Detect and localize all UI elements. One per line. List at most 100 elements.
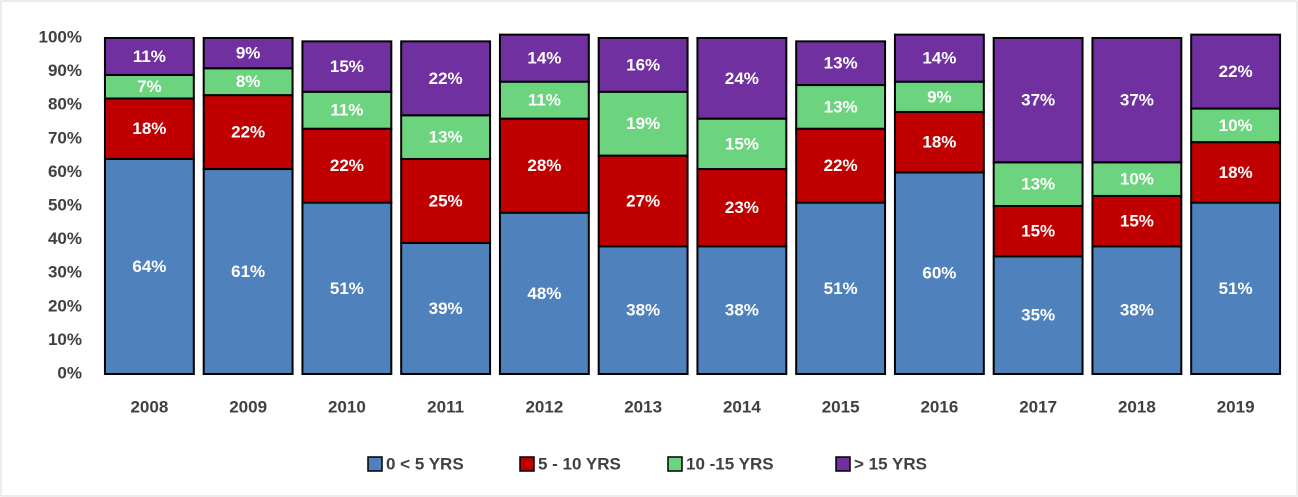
x-tick-label: 2016 [920, 397, 958, 416]
data-label: 24% [725, 69, 759, 88]
data-label: 10% [1219, 116, 1253, 135]
data-label: 15% [1021, 222, 1055, 241]
bar-segment [992, 37, 1084, 164]
data-label: 25% [429, 191, 463, 210]
data-label: 18% [132, 119, 166, 138]
data-label: 15% [1120, 212, 1154, 231]
data-label: 22% [429, 69, 463, 88]
y-tick-label: 20% [48, 296, 82, 315]
bar-segment [498, 80, 590, 120]
x-tick-label: 2019 [1217, 397, 1255, 416]
data-label: 22% [1219, 62, 1253, 81]
y-tick-label: 30% [48, 263, 82, 282]
data-label: 7% [137, 77, 162, 96]
data-label: 38% [1120, 301, 1154, 320]
data-label: 37% [1021, 91, 1055, 110]
x-tick-label: 2010 [328, 397, 366, 416]
data-label: 22% [231, 123, 265, 142]
data-label: 60% [922, 264, 956, 283]
bar-segment [795, 201, 887, 375]
bar-segment [992, 205, 1084, 258]
bar-segment [696, 37, 788, 120]
legend-label: 0 < 5 YRS [386, 454, 464, 473]
x-tick-label: 2012 [525, 397, 563, 416]
legend-label: > 15 YRS [854, 454, 927, 473]
bar-segment [301, 201, 393, 375]
data-label: 9% [927, 87, 952, 106]
y-tick-label: 90% [48, 61, 82, 80]
bar-segment [103, 37, 195, 76]
data-label: 16% [626, 55, 660, 74]
data-label: 13% [824, 54, 858, 73]
data-label: 13% [1021, 175, 1055, 194]
x-tick-label: 2018 [1118, 397, 1156, 416]
bar-segment [597, 154, 689, 248]
bar-segment [498, 33, 590, 83]
legend-swatch [519, 456, 535, 472]
x-tick-label: 2013 [624, 397, 662, 416]
bar-segment [301, 90, 393, 130]
bar-segment [1091, 37, 1183, 164]
bar-segment [498, 211, 590, 375]
bar-segment [202, 94, 294, 171]
x-tick-label: 2009 [229, 397, 267, 416]
bar-segment [400, 241, 492, 375]
x-tick-label: 2011 [427, 397, 464, 416]
data-label: 35% [1021, 306, 1055, 325]
x-tick-label: 2008 [130, 397, 168, 416]
bar-segment [1091, 161, 1183, 197]
data-label: 51% [824, 279, 858, 298]
bar-segment [893, 110, 985, 174]
y-tick-label: 80% [48, 95, 82, 114]
data-label: 11% [133, 47, 166, 66]
data-label: 11% [330, 101, 363, 120]
data-label: 15% [330, 57, 364, 76]
data-label: 13% [824, 97, 858, 116]
data-label: 10% [1120, 170, 1154, 189]
data-label: 19% [626, 114, 660, 133]
data-label: 27% [626, 191, 660, 210]
bar-segment [893, 33, 985, 83]
data-label: 15% [725, 134, 759, 153]
bar-segment [597, 37, 689, 93]
data-label: 8% [236, 72, 261, 91]
bar-segment [498, 117, 590, 214]
bar-segment [202, 67, 294, 97]
data-label: 37% [1120, 91, 1154, 110]
data-label: 39% [429, 299, 463, 318]
bar-segment [992, 255, 1084, 375]
bar-segment [202, 168, 294, 375]
bar-segment [1190, 141, 1282, 204]
bar-segment [893, 171, 985, 375]
bar-segment [1190, 107, 1282, 144]
data-label: 13% [429, 128, 463, 147]
bar-segment [696, 168, 788, 248]
bar-segment [992, 161, 1084, 208]
data-label: 38% [725, 301, 759, 320]
bar-segment [795, 84, 887, 130]
bar-segment [1190, 33, 1282, 110]
bar-segment [202, 37, 294, 70]
data-label: 64% [132, 257, 166, 276]
data-label: 14% [922, 49, 956, 68]
legend-swatch [667, 456, 683, 472]
bar-segment [400, 40, 492, 117]
data-label: 22% [330, 156, 364, 175]
data-label: 11% [528, 91, 561, 110]
data-label: 51% [1219, 279, 1253, 298]
data-label: 9% [236, 44, 261, 63]
data-label: 14% [527, 49, 561, 68]
data-label: 61% [231, 262, 265, 281]
y-tick-label: 10% [48, 330, 82, 349]
x-tick-label: 2014 [723, 397, 761, 416]
bar-segment [301, 40, 393, 93]
y-tick-label: 100% [39, 27, 82, 46]
data-label: 28% [527, 156, 561, 175]
legend-swatch [367, 456, 383, 472]
data-label: 18% [1219, 163, 1253, 182]
data-label: 23% [725, 198, 759, 217]
data-label: 51% [330, 279, 364, 298]
data-label: 38% [626, 301, 660, 320]
y-tick-label: 40% [48, 229, 82, 248]
